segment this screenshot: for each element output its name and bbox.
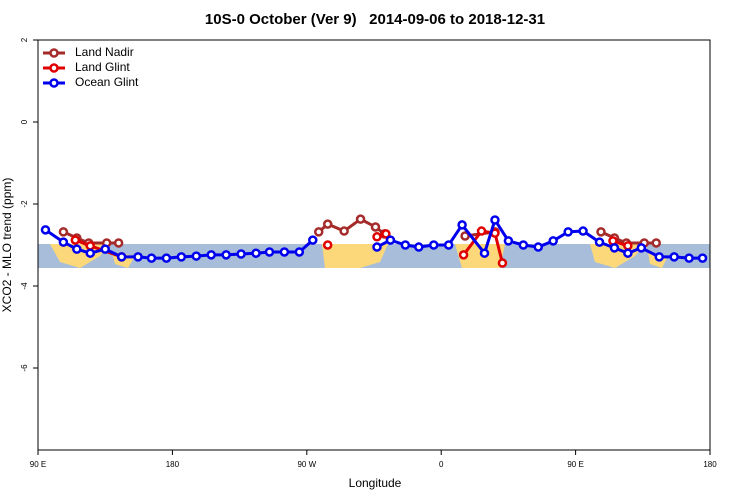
point — [58, 237, 69, 247]
point — [381, 229, 391, 239]
point — [623, 248, 633, 258]
point — [654, 252, 664, 262]
x-tick-label: 0 — [439, 460, 444, 469]
point — [609, 243, 620, 253]
x-tick-label: 90 E — [30, 460, 46, 469]
legend-label: Land Glint — [75, 60, 130, 74]
point — [308, 235, 318, 245]
y-axis-label: XCO2 - MLO trend (ppm) — [0, 178, 14, 313]
point — [85, 248, 96, 258]
point — [72, 244, 82, 254]
point — [161, 253, 172, 263]
point — [191, 251, 202, 261]
point — [279, 247, 290, 257]
point — [490, 215, 500, 225]
point — [133, 252, 143, 262]
point — [322, 219, 333, 229]
point — [70, 235, 81, 245]
point — [85, 241, 96, 251]
point — [251, 248, 261, 258]
point — [428, 240, 439, 250]
x-tick-label: 180 — [166, 460, 180, 469]
y-tick-label: -2 — [20, 200, 29, 208]
point — [594, 237, 605, 247]
point — [578, 226, 588, 236]
legend-label: Ocean Glint — [75, 75, 139, 89]
point — [457, 220, 467, 230]
legend-marker — [49, 48, 59, 58]
y-tick-label: 0 — [20, 119, 29, 124]
point — [40, 225, 51, 235]
point — [206, 250, 216, 260]
point — [294, 247, 305, 257]
point — [651, 238, 661, 248]
point — [372, 232, 382, 242]
point — [684, 253, 694, 263]
point — [697, 253, 708, 263]
point — [355, 214, 366, 224]
point — [533, 242, 544, 252]
point — [669, 252, 679, 262]
y-tick-label: -6 — [20, 364, 29, 372]
point — [176, 252, 187, 262]
point — [400, 240, 411, 250]
point — [479, 248, 490, 258]
point — [113, 238, 124, 248]
point — [264, 247, 275, 257]
legend-label: Land Nadir — [75, 45, 134, 59]
x-axis-label: Longitude — [349, 476, 402, 490]
x-tick-label: 90 E — [567, 460, 583, 469]
point — [518, 240, 529, 250]
point — [146, 253, 157, 263]
y-tick-label: 2 — [20, 37, 29, 42]
point — [476, 226, 487, 236]
point — [385, 235, 396, 245]
point — [443, 240, 454, 250]
point — [414, 242, 424, 252]
x-tick-label: 90 W — [297, 460, 316, 469]
legend-marker — [49, 63, 59, 73]
point — [116, 252, 127, 262]
y-tick-label: -4 — [20, 282, 29, 290]
point — [236, 249, 246, 259]
point — [339, 226, 349, 236]
point — [623, 241, 633, 251]
point — [370, 222, 381, 232]
point — [322, 240, 333, 250]
point — [497, 258, 508, 268]
plot-frame — [37, 39, 711, 451]
point — [503, 236, 514, 246]
point — [58, 227, 69, 237]
point — [221, 250, 231, 260]
chart-title: 10S-0 October (Ver 9) 2014-09-06 to 2018… — [205, 11, 545, 28]
x-tick-label: 180 — [703, 460, 717, 469]
point — [596, 227, 606, 237]
point — [548, 236, 558, 246]
legend-marker — [49, 78, 59, 88]
point — [636, 243, 647, 253]
point — [372, 242, 382, 252]
point — [100, 244, 110, 254]
point — [563, 227, 573, 237]
point — [460, 231, 470, 241]
point — [458, 250, 469, 260]
point — [313, 227, 324, 237]
